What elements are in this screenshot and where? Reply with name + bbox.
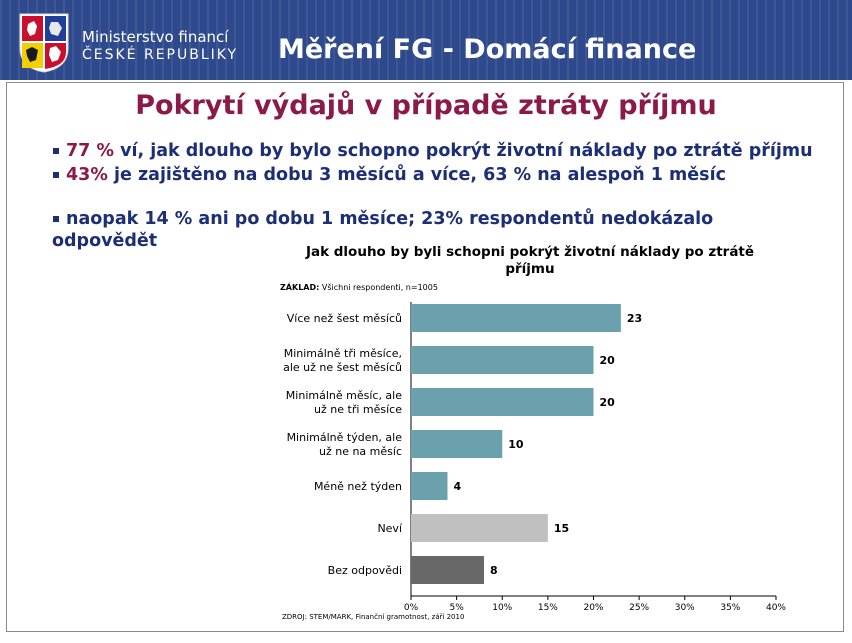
bar — [411, 430, 503, 458]
basis-label: ZÁKLAD: — [280, 283, 320, 292]
bullet-highlight: 77 % — [66, 141, 114, 161]
bullet-text: naopak 14 % ani po dobu 1 měsíce; 23% re… — [52, 209, 714, 251]
bullet-item: 77 % ví, jak dlouho by bylo schopno pokr… — [52, 140, 822, 162]
bullet-highlight: 43% — [66, 165, 108, 185]
ministry-logo-text: Ministerstvo financí ČESKÉ REPUBLIKY — [82, 28, 238, 64]
category-label: už ne tři měsíce — [314, 403, 402, 416]
czech-coat-of-arms-icon — [19, 13, 69, 73]
data-label: 20 — [600, 354, 616, 367]
category-label: už ne na měsíc — [319, 445, 402, 458]
category-label: Bez odpovědi — [328, 564, 402, 577]
data-label: 10 — [508, 438, 524, 451]
bullet-text: ví, jak dlouho by bylo schopno pokrýt ži… — [113, 141, 813, 161]
bullet-item: 43% je zajištěno na dobu 3 měsíců a více… — [52, 164, 822, 186]
bullet-text: je zajištěno na dobu 3 měsíců a více, 63… — [107, 165, 726, 185]
data-label: 4 — [454, 480, 462, 493]
x-tick-label: 25% — [629, 603, 649, 613]
ministry-name-line2: ČESKÉ REPUBLIKY — [82, 47, 239, 63]
x-tick-label: 5% — [449, 603, 464, 613]
x-tick-label: 20% — [583, 603, 603, 613]
basis-text: Všichni respondenti, n=1005 — [321, 283, 438, 292]
category-label: Minimálně tři měsíce, — [284, 347, 402, 360]
data-label: 8 — [490, 564, 498, 577]
x-tick-label: 30% — [675, 603, 695, 613]
header-title: Měření FG - Domácí finance — [278, 34, 697, 65]
category-label: Méně než týden — [314, 480, 402, 493]
header-banner: Ministerstvo financí ČESKÉ REPUBLIKY Měř… — [0, 0, 852, 80]
bar — [411, 472, 448, 500]
category-label: Neví — [377, 522, 403, 535]
bar — [411, 556, 484, 584]
category-label: Více než šest měsíců — [287, 312, 402, 325]
category-label: ale už ne šest měsíců — [283, 361, 402, 374]
x-tick-label: 15% — [538, 603, 558, 613]
bullet-item: naopak 14 % ani po dobu 1 měsíce; 23% re… — [52, 208, 812, 252]
chart-source: ZDROJ: STEM/MARK, Finanční gramotnost, z… — [282, 613, 465, 621]
x-tick-label: 35% — [720, 603, 740, 613]
chart-title: Jak dlouho by byli schopni pokrýt životn… — [305, 244, 755, 277]
header-stripes — [0, 0, 852, 80]
category-label: Minimálně týden, ale — [287, 431, 403, 444]
x-tick-label: 10% — [492, 603, 512, 613]
category-label: Minimálně měsíc, ale — [286, 389, 402, 402]
ministry-name-line1: Ministerstvo financí — [82, 28, 229, 46]
x-tick-label: 0% — [404, 603, 419, 613]
data-label: 15 — [554, 522, 569, 535]
bar — [411, 388, 594, 416]
bar — [411, 346, 594, 374]
bullet-list: 77 % ví, jak dlouho by bylo schopno pokr… — [52, 140, 822, 188]
x-tick-label: 40% — [766, 603, 786, 613]
slide-title: Pokrytí výdajů v případě ztráty příjmu — [135, 90, 717, 121]
bar — [411, 304, 621, 332]
chart-basis-note: ZÁKLAD: Všichni respondenti, n=1005 — [280, 283, 438, 292]
data-label: 23 — [627, 312, 642, 325]
data-label: 20 — [600, 396, 616, 409]
bar — [411, 514, 548, 542]
